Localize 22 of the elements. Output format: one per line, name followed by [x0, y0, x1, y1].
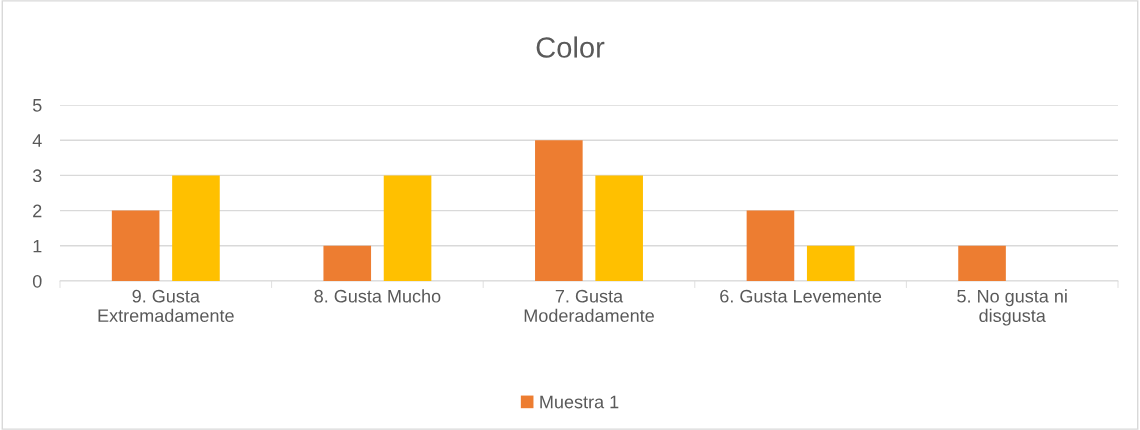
y-tick-label: 0 — [32, 274, 42, 288]
y-tick-label: 5 — [32, 99, 42, 112]
bar — [535, 140, 583, 281]
bar — [806, 245, 855, 281]
y-tick-label: 3 — [32, 169, 42, 183]
bar — [595, 175, 643, 281]
x-tick-label: 9. Gusta Extremadamente — [98, 289, 234, 323]
y-tick-label: 4 — [32, 134, 42, 147]
x-tick-label: 6. Gusta Levemente — [720, 289, 882, 303]
x-tick-label: 5. No gusta ni disgusta — [957, 289, 1067, 326]
y-tick-label: 1 — [33, 239, 42, 253]
chart-title: Color — [536, 36, 605, 58]
legend-label: Muestra 1 — [540, 395, 619, 409]
bar — [958, 245, 1006, 281]
bar — [172, 175, 220, 281]
y-tick-label: 2 — [33, 204, 42, 218]
bar — [111, 210, 160, 281]
bar — [323, 245, 372, 281]
x-tick-label: 8. Gusta Mucho — [314, 289, 441, 303]
bar — [746, 210, 795, 281]
x-tick-label: 7. Gusta Moderadamente — [524, 289, 654, 323]
bar — [383, 175, 432, 281]
